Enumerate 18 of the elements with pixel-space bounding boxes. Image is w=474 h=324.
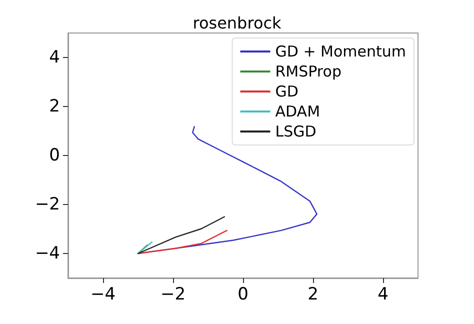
legend-label: GD <box>275 82 298 100</box>
x-tick-label: 2 <box>308 284 318 304</box>
line-series <box>137 230 228 254</box>
legend-label: GD + Momentum <box>275 42 406 60</box>
legend-label: LSGD <box>275 122 316 140</box>
x-tick-label: −4 <box>90 284 116 304</box>
legend-label: RMSProp <box>275 62 342 80</box>
y-tick-label: −4 <box>34 244 60 264</box>
line-series <box>137 216 226 254</box>
x-tick-label: −2 <box>160 284 186 304</box>
y-tick-label: 2 <box>49 96 60 116</box>
chart-title: rosenbrock <box>192 14 282 32</box>
y-tick-label: 4 <box>49 48 60 68</box>
x-tick-label: 4 <box>378 284 388 304</box>
y-tick-label: 0 <box>49 146 60 166</box>
y-tick-label: −2 <box>34 194 60 214</box>
legend-label: ADAM <box>275 102 320 120</box>
x-tick-label: 0 <box>238 284 248 304</box>
